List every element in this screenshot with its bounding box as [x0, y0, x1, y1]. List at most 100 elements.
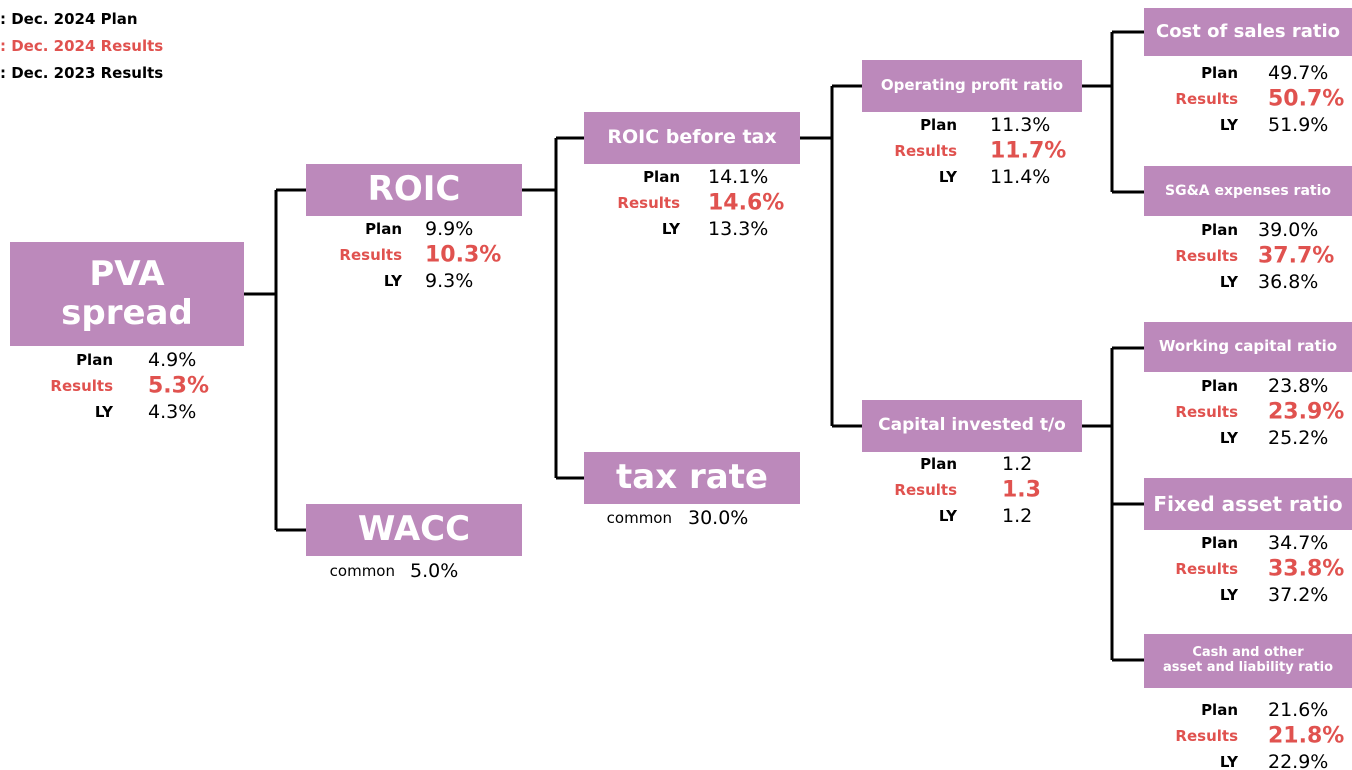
row-value: 9.3%: [425, 270, 474, 292]
row-label: Results: [1175, 727, 1238, 745]
row-value: 10.3%: [425, 242, 502, 268]
legend-item: : Dec. 2023 Results: [0, 64, 164, 82]
row-label: LY: [661, 220, 680, 238]
row-label: Results: [339, 246, 402, 264]
node-box: Cost of sales ratio: [1144, 8, 1352, 56]
row-value: 1.2: [1002, 453, 1033, 475]
row-label: LY: [1219, 116, 1238, 134]
row-value: 4.9%: [148, 349, 197, 371]
node-box: Working capital ratio: [1144, 322, 1352, 372]
row-value: 9.9%: [425, 218, 474, 240]
row-label: Plan: [1201, 534, 1238, 552]
row-value: 5.0%: [410, 560, 459, 582]
row-label: Plan: [1201, 221, 1238, 239]
row-value: 30.0%: [688, 507, 749, 529]
node-box: tax rate: [584, 452, 800, 504]
row-label: Plan: [1201, 64, 1238, 82]
row-value: 13.3%: [708, 218, 769, 240]
row-label: Results: [1175, 560, 1238, 578]
row-label: Results: [894, 142, 957, 160]
row-label: Results: [1175, 403, 1238, 421]
row-label: Plan: [1201, 377, 1238, 395]
row-label: LY: [938, 507, 957, 525]
row-value: 36.8%: [1258, 271, 1319, 293]
row-value: 39.0%: [1258, 219, 1319, 241]
node-title: WACC: [357, 509, 471, 550]
connector: [800, 84, 862, 428]
row-value: 11.3%: [990, 114, 1051, 136]
node-title: Cash and other: [1192, 645, 1304, 661]
row-label: LY: [94, 403, 113, 421]
row-value: 25.2%: [1268, 427, 1329, 449]
node-title: SG&A expenses ratio: [1165, 182, 1331, 199]
row-label: LY: [1219, 273, 1238, 291]
row-label: Results: [1175, 247, 1238, 265]
row-value: 23.9%: [1268, 399, 1345, 425]
row-label: Results: [617, 194, 680, 212]
row-value: 14.1%: [708, 166, 769, 188]
row-value: 50.7%: [1268, 86, 1345, 112]
node-title: ROIC: [367, 169, 461, 210]
node-title: Cost of sales ratio: [1155, 20, 1340, 42]
row-label: LY: [1219, 586, 1238, 604]
node-title: Capital invested t/o: [878, 415, 1066, 436]
row-label: Results: [1175, 90, 1238, 108]
legend-item: : Dec. 2024 Plan: [0, 10, 138, 28]
node-title: Working capital ratio: [1158, 337, 1338, 356]
row-label: LY: [383, 272, 402, 290]
node-title: ROIC before tax: [607, 126, 777, 149]
row-value: 23.8%: [1268, 375, 1329, 397]
node-title: Operating profit ratio: [880, 76, 1064, 95]
node-box: WACC: [306, 504, 522, 556]
row-value: 37.7%: [1258, 243, 1335, 269]
row-label: Results: [50, 377, 113, 395]
node-box: ROIC: [306, 164, 522, 216]
row-label: LY: [938, 168, 957, 186]
row-value: 21.6%: [1268, 699, 1329, 721]
node-title: Fixed asset ratio: [1153, 491, 1343, 516]
row-value: 49.7%: [1268, 62, 1329, 84]
row-label: common: [606, 509, 672, 527]
node-box: Capital invested t/o: [862, 400, 1082, 452]
row-value: 1.3: [1002, 477, 1041, 503]
row-value: 14.6%: [708, 190, 785, 216]
node-title: tax rate: [616, 457, 768, 498]
node-title: asset and liability ratio: [1162, 660, 1334, 675]
node-box: SG&A expenses ratio: [1144, 166, 1352, 216]
row-label: Plan: [920, 455, 957, 473]
connector: [1082, 30, 1144, 194]
connector: [1082, 346, 1144, 662]
row-value: 22.9%: [1268, 751, 1329, 770]
row-value: 11.4%: [990, 166, 1051, 188]
connector: [522, 136, 584, 480]
node-box: Fixed asset ratio: [1144, 478, 1352, 530]
row-label: Plan: [76, 351, 113, 369]
connector: [244, 188, 306, 532]
node-box: ROIC before tax: [584, 112, 800, 164]
row-label: common: [329, 562, 395, 580]
row-label: Plan: [643, 168, 680, 186]
row-value: 4.3%: [148, 401, 197, 423]
row-value: 34.7%: [1268, 532, 1329, 554]
node-title: spread: [61, 293, 193, 333]
node-box: Cash and other asset and liability ratio: [1144, 634, 1352, 688]
node-title: PVA: [89, 253, 165, 294]
row-value: 11.7%: [990, 138, 1067, 164]
row-value: 33.8%: [1268, 556, 1345, 582]
row-value: 51.9%: [1268, 114, 1329, 136]
row-label: LY: [1219, 753, 1238, 770]
row-label: Plan: [920, 116, 957, 134]
row-label: Results: [894, 481, 957, 499]
row-label: Plan: [365, 220, 402, 238]
row-label: Plan: [1201, 701, 1238, 719]
row-value: 5.3%: [148, 373, 210, 399]
row-label: LY: [1219, 429, 1238, 447]
row-value: 21.8%: [1268, 723, 1345, 749]
node-box: PVA spread: [10, 242, 244, 346]
node-box: Operating profit ratio: [862, 60, 1082, 112]
row-value: 1.2: [1002, 505, 1033, 527]
legend-item: : Dec. 2024 Results: [0, 37, 164, 55]
row-value: 37.2%: [1268, 584, 1329, 606]
